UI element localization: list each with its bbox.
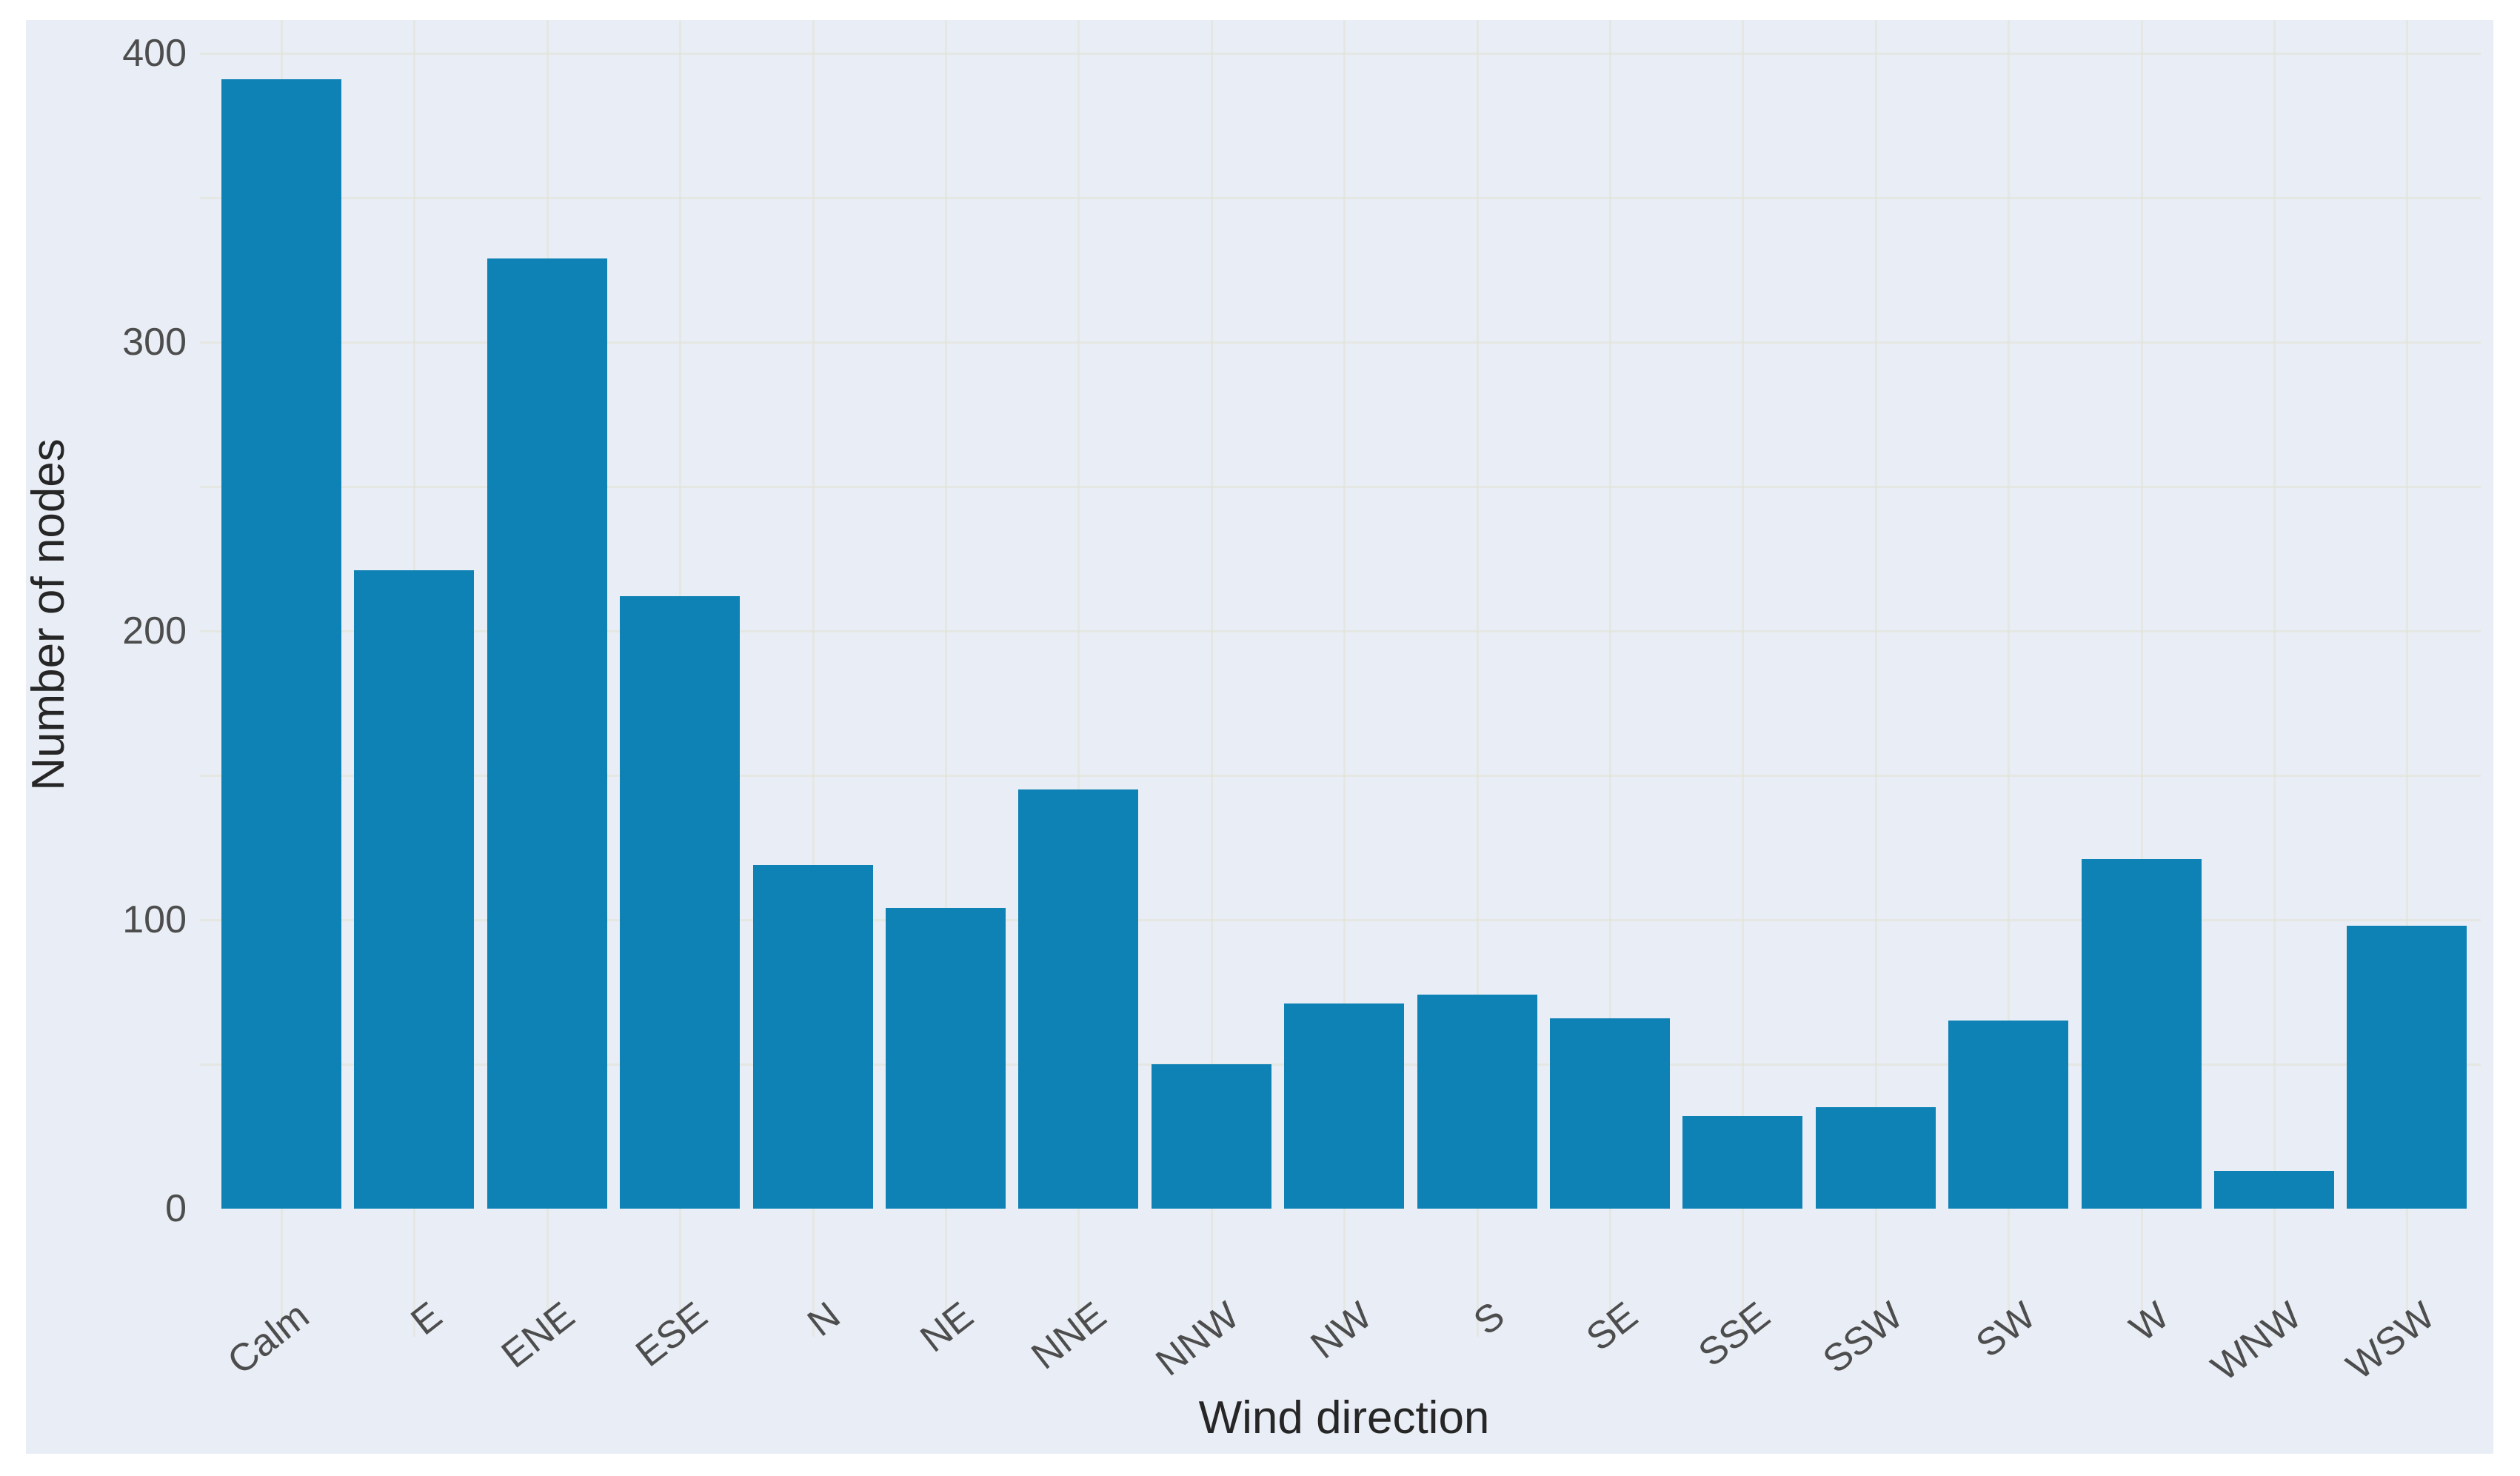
bar <box>487 258 607 1209</box>
y-gridline <box>200 52 2481 55</box>
x-gridline <box>1210 20 1213 1337</box>
x-axis-title: Wind direction <box>1198 1392 1490 1443</box>
y-tick-label: 200 <box>122 609 187 652</box>
y-gridline <box>200 485 2481 488</box>
x-gridline <box>1343 20 1346 1337</box>
bar <box>354 570 475 1209</box>
bar <box>1284 1004 1405 1209</box>
x-gridline <box>945 20 947 1337</box>
y-gridline <box>200 630 2481 632</box>
x-gridline <box>1742 20 1745 1337</box>
y-gridline <box>200 918 2481 921</box>
y-gridline <box>200 774 2481 777</box>
x-gridline <box>2273 20 2276 1337</box>
bar <box>2214 1171 2334 1209</box>
y-tick-label: 300 <box>122 320 187 364</box>
y-tick-label: 400 <box>122 31 187 75</box>
bar <box>2347 925 2467 1209</box>
bar <box>1815 1107 1936 1209</box>
x-gridline <box>1077 20 1080 1337</box>
bar <box>1948 1021 2069 1209</box>
y-gridline <box>200 196 2481 199</box>
x-gridline <box>2406 20 2409 1337</box>
bar <box>221 79 341 1209</box>
bar <box>1417 995 1537 1209</box>
y-gridline <box>200 341 2481 344</box>
bar <box>2081 859 2202 1209</box>
x-gridline <box>1609 20 1611 1337</box>
y-tick-label: 100 <box>122 898 187 941</box>
x-gridline <box>2008 20 2011 1337</box>
y-tick-label: 0 <box>165 1187 187 1230</box>
x-gridline <box>812 20 815 1337</box>
bar <box>1018 789 1139 1209</box>
bar <box>752 864 873 1209</box>
bar <box>1682 1116 1803 1209</box>
bar <box>1151 1063 1271 1209</box>
bar <box>1550 1018 1670 1209</box>
x-gridline <box>1476 20 1479 1337</box>
bar <box>886 908 1006 1209</box>
y-axis-title: Number of nodes <box>23 438 74 791</box>
bar <box>620 596 741 1209</box>
x-gridline <box>2140 20 2143 1337</box>
x-gridline <box>1874 20 1877 1337</box>
